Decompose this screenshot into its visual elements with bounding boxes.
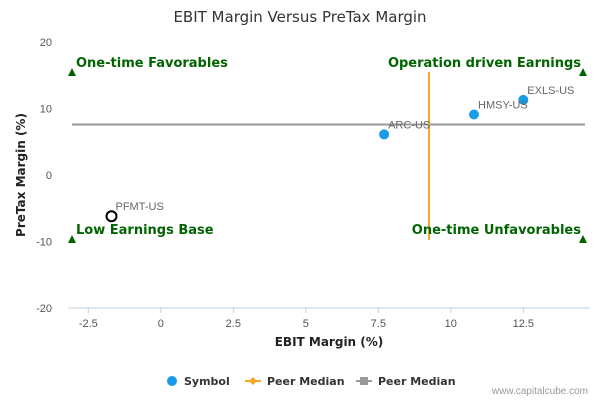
data-point-marker — [105, 210, 118, 223]
x-tick-label: 10 — [445, 318, 457, 330]
legend-diamond-marker — [249, 377, 257, 385]
data-points: EXLS-US HMSY-US ARC-US PFMT-US — [105, 85, 574, 223]
x-tick-label: 12.5 — [513, 318, 534, 330]
peer-median-lines — [72, 71, 585, 241]
data-point-label: HMSY-US — [478, 99, 528, 111]
legend-square-marker — [360, 377, 368, 385]
quadrant-labels: One-time Favorables Operation driven Earn… — [68, 56, 587, 243]
quadrant-marker-bottom-right — [579, 235, 587, 243]
legend-label: Peer Median — [267, 375, 345, 388]
legend-label: Peer Median — [378, 375, 456, 388]
x-axis-title: EBIT Margin (%) — [275, 335, 384, 349]
credit-text: www.capitalcube.com — [491, 386, 588, 397]
y-tick-label: 20 — [40, 37, 52, 49]
x-tick-label: 7.5 — [371, 318, 386, 330]
x-tick-label: 5 — [303, 318, 309, 330]
data-point-label: PFMT-US — [116, 201, 164, 213]
quadrant-label-bottom-left: Low Earnings Base — [76, 223, 214, 238]
chart-title: EBIT Margin Versus PreTax Margin — [173, 8, 426, 26]
quadrant-marker-bottom-left — [68, 235, 76, 243]
quadrant-label-bottom-right: One-time Unfavorables — [412, 223, 581, 238]
data-point-marker — [518, 94, 529, 105]
quadrant-label-top-left: One-time Favorables — [76, 56, 228, 71]
y-tick-label: 10 — [40, 104, 52, 116]
quadrant-marker-top-left — [68, 68, 76, 76]
legend: Symbol Peer Median Peer Median — [167, 375, 456, 388]
legend-symbol-marker — [167, 376, 177, 386]
x-tick-label: 0 — [158, 318, 164, 330]
quadrant-marker-top-right — [579, 68, 587, 76]
y-axis-title: PreTax Margin (%) — [14, 113, 28, 237]
data-point-marker — [469, 109, 479, 120]
legend-label: Symbol — [184, 375, 230, 388]
quadrant-label-top-right: Operation driven Earnings — [388, 56, 581, 71]
y-axis-ticks: -20 -10 0 10 20 — [36, 37, 52, 315]
y-tick-label: 0 — [46, 170, 52, 182]
plot-area: -2.5 0 2.5 5 7.5 10 12.5 -20 -10 0 10 20 One-time … — [36, 37, 590, 330]
y-tick-label: -20 — [36, 303, 52, 315]
x-tick-label: -2.5 — [79, 318, 98, 330]
x-axis-ticks: -2.5 0 2.5 5 7.5 10 12.5 — [79, 308, 534, 330]
x-tick-label: 2.5 — [226, 318, 241, 330]
data-point-marker — [379, 129, 390, 140]
y-tick-label: -10 — [36, 237, 52, 249]
data-point-label: EXLS-US — [527, 85, 574, 97]
data-point-label: ARC-US — [388, 119, 430, 131]
